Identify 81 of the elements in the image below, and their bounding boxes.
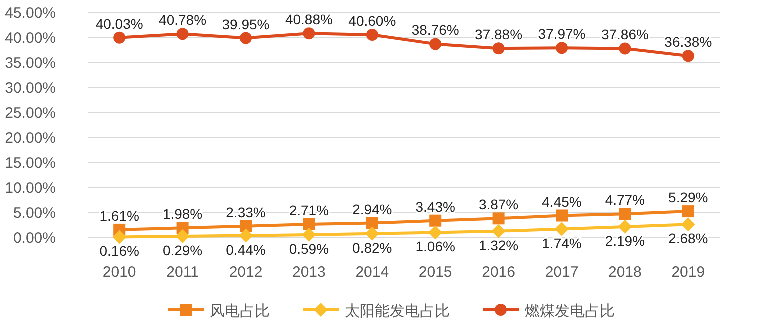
point (303, 218, 316, 230)
data-label: 0.16% (100, 243, 140, 260)
data-label: 1.98% (162, 206, 203, 222)
y-tick-label: 20.00% (5, 130, 56, 147)
y-tick-label: 5.00% (13, 205, 56, 222)
data-label: 0.59% (289, 241, 330, 258)
point (681, 218, 696, 232)
data-label: 39.95% (222, 16, 270, 32)
point (112, 230, 127, 244)
point (556, 42, 568, 54)
y-tick-label: 35.00% (5, 55, 56, 72)
data-label: 3.87% (478, 196, 519, 213)
data-label: 2.94% (352, 201, 392, 218)
x-tick-label: 2014 (356, 264, 390, 281)
y-tick-label: 15.00% (5, 155, 56, 172)
data-label: 0.44% (226, 242, 266, 258)
point (176, 28, 189, 40)
data-label: 40.60% (348, 13, 396, 29)
point (428, 226, 443, 240)
data-label: 1.06% (416, 238, 456, 255)
data-label: 37.86% (601, 26, 649, 43)
data-label: 2.33% (226, 204, 266, 220)
data-label: 37.88% (475, 26, 523, 43)
data-label: 0.29% (162, 242, 203, 259)
data-label: 40.88% (285, 12, 333, 28)
point (682, 206, 694, 218)
data-label: 1.61% (100, 208, 140, 224)
point (239, 228, 253, 243)
data-label: 1.32% (478, 237, 519, 254)
point (556, 210, 568, 222)
point (366, 217, 378, 230)
x-tick-label: 2015 (418, 264, 452, 281)
point (430, 214, 442, 227)
point (240, 32, 252, 44)
point (303, 28, 316, 40)
point (302, 228, 316, 242)
x-tick-label: 2019 (672, 264, 706, 281)
x-tick-label: 2010 (102, 264, 136, 281)
y-tick-label: 0.00% (13, 230, 56, 247)
legend-label: 太阳能发电占比 (345, 303, 450, 320)
y-tick-label: 10.00% (5, 180, 56, 197)
point (682, 50, 694, 62)
point (619, 42, 632, 55)
point (555, 222, 569, 236)
point (114, 32, 126, 44)
y-tick-label: 30.00% (5, 80, 56, 97)
data-label: 40.78% (159, 12, 207, 28)
data-label: 3.43% (416, 198, 456, 215)
y-tick-label: 45.00% (5, 5, 56, 22)
y-tick-label: 25.00% (5, 105, 56, 122)
x-tick-label: 2016 (482, 264, 516, 281)
point (365, 226, 380, 241)
point (492, 212, 505, 225)
data-label: 2.19% (605, 233, 646, 250)
x-tick-label: 2013 (292, 264, 326, 281)
y-tick-label: 40.00% (5, 30, 56, 47)
point (176, 230, 190, 244)
point (492, 224, 506, 238)
legend-label: 风电占比 (210, 303, 270, 320)
x-tick-label: 2018 (608, 264, 642, 281)
point (619, 208, 632, 220)
data-label: 36.38% (664, 34, 712, 50)
point (240, 220, 252, 232)
data-label: 38.76% (412, 22, 460, 38)
data-label: 2.68% (668, 230, 708, 247)
data-label: 4.77% (605, 192, 646, 208)
data-label: 0.82% (352, 240, 392, 256)
point (366, 29, 378, 41)
data-label: 1.74% (542, 235, 582, 252)
data-label: 40.03% (96, 16, 144, 32)
x-tick-label: 2011 (166, 264, 199, 281)
data-label: 4.45% (542, 194, 582, 210)
data-label: 5.29% (668, 190, 708, 206)
data-label: 2.71% (289, 202, 330, 218)
x-tick-label: 2012 (229, 264, 263, 281)
point (492, 42, 505, 55)
point (618, 220, 632, 234)
legend-label: 燃煤发电占比 (525, 303, 615, 320)
point (430, 38, 442, 50)
data-label: 37.97% (538, 26, 586, 42)
x-tick-label: 2017 (545, 264, 579, 281)
